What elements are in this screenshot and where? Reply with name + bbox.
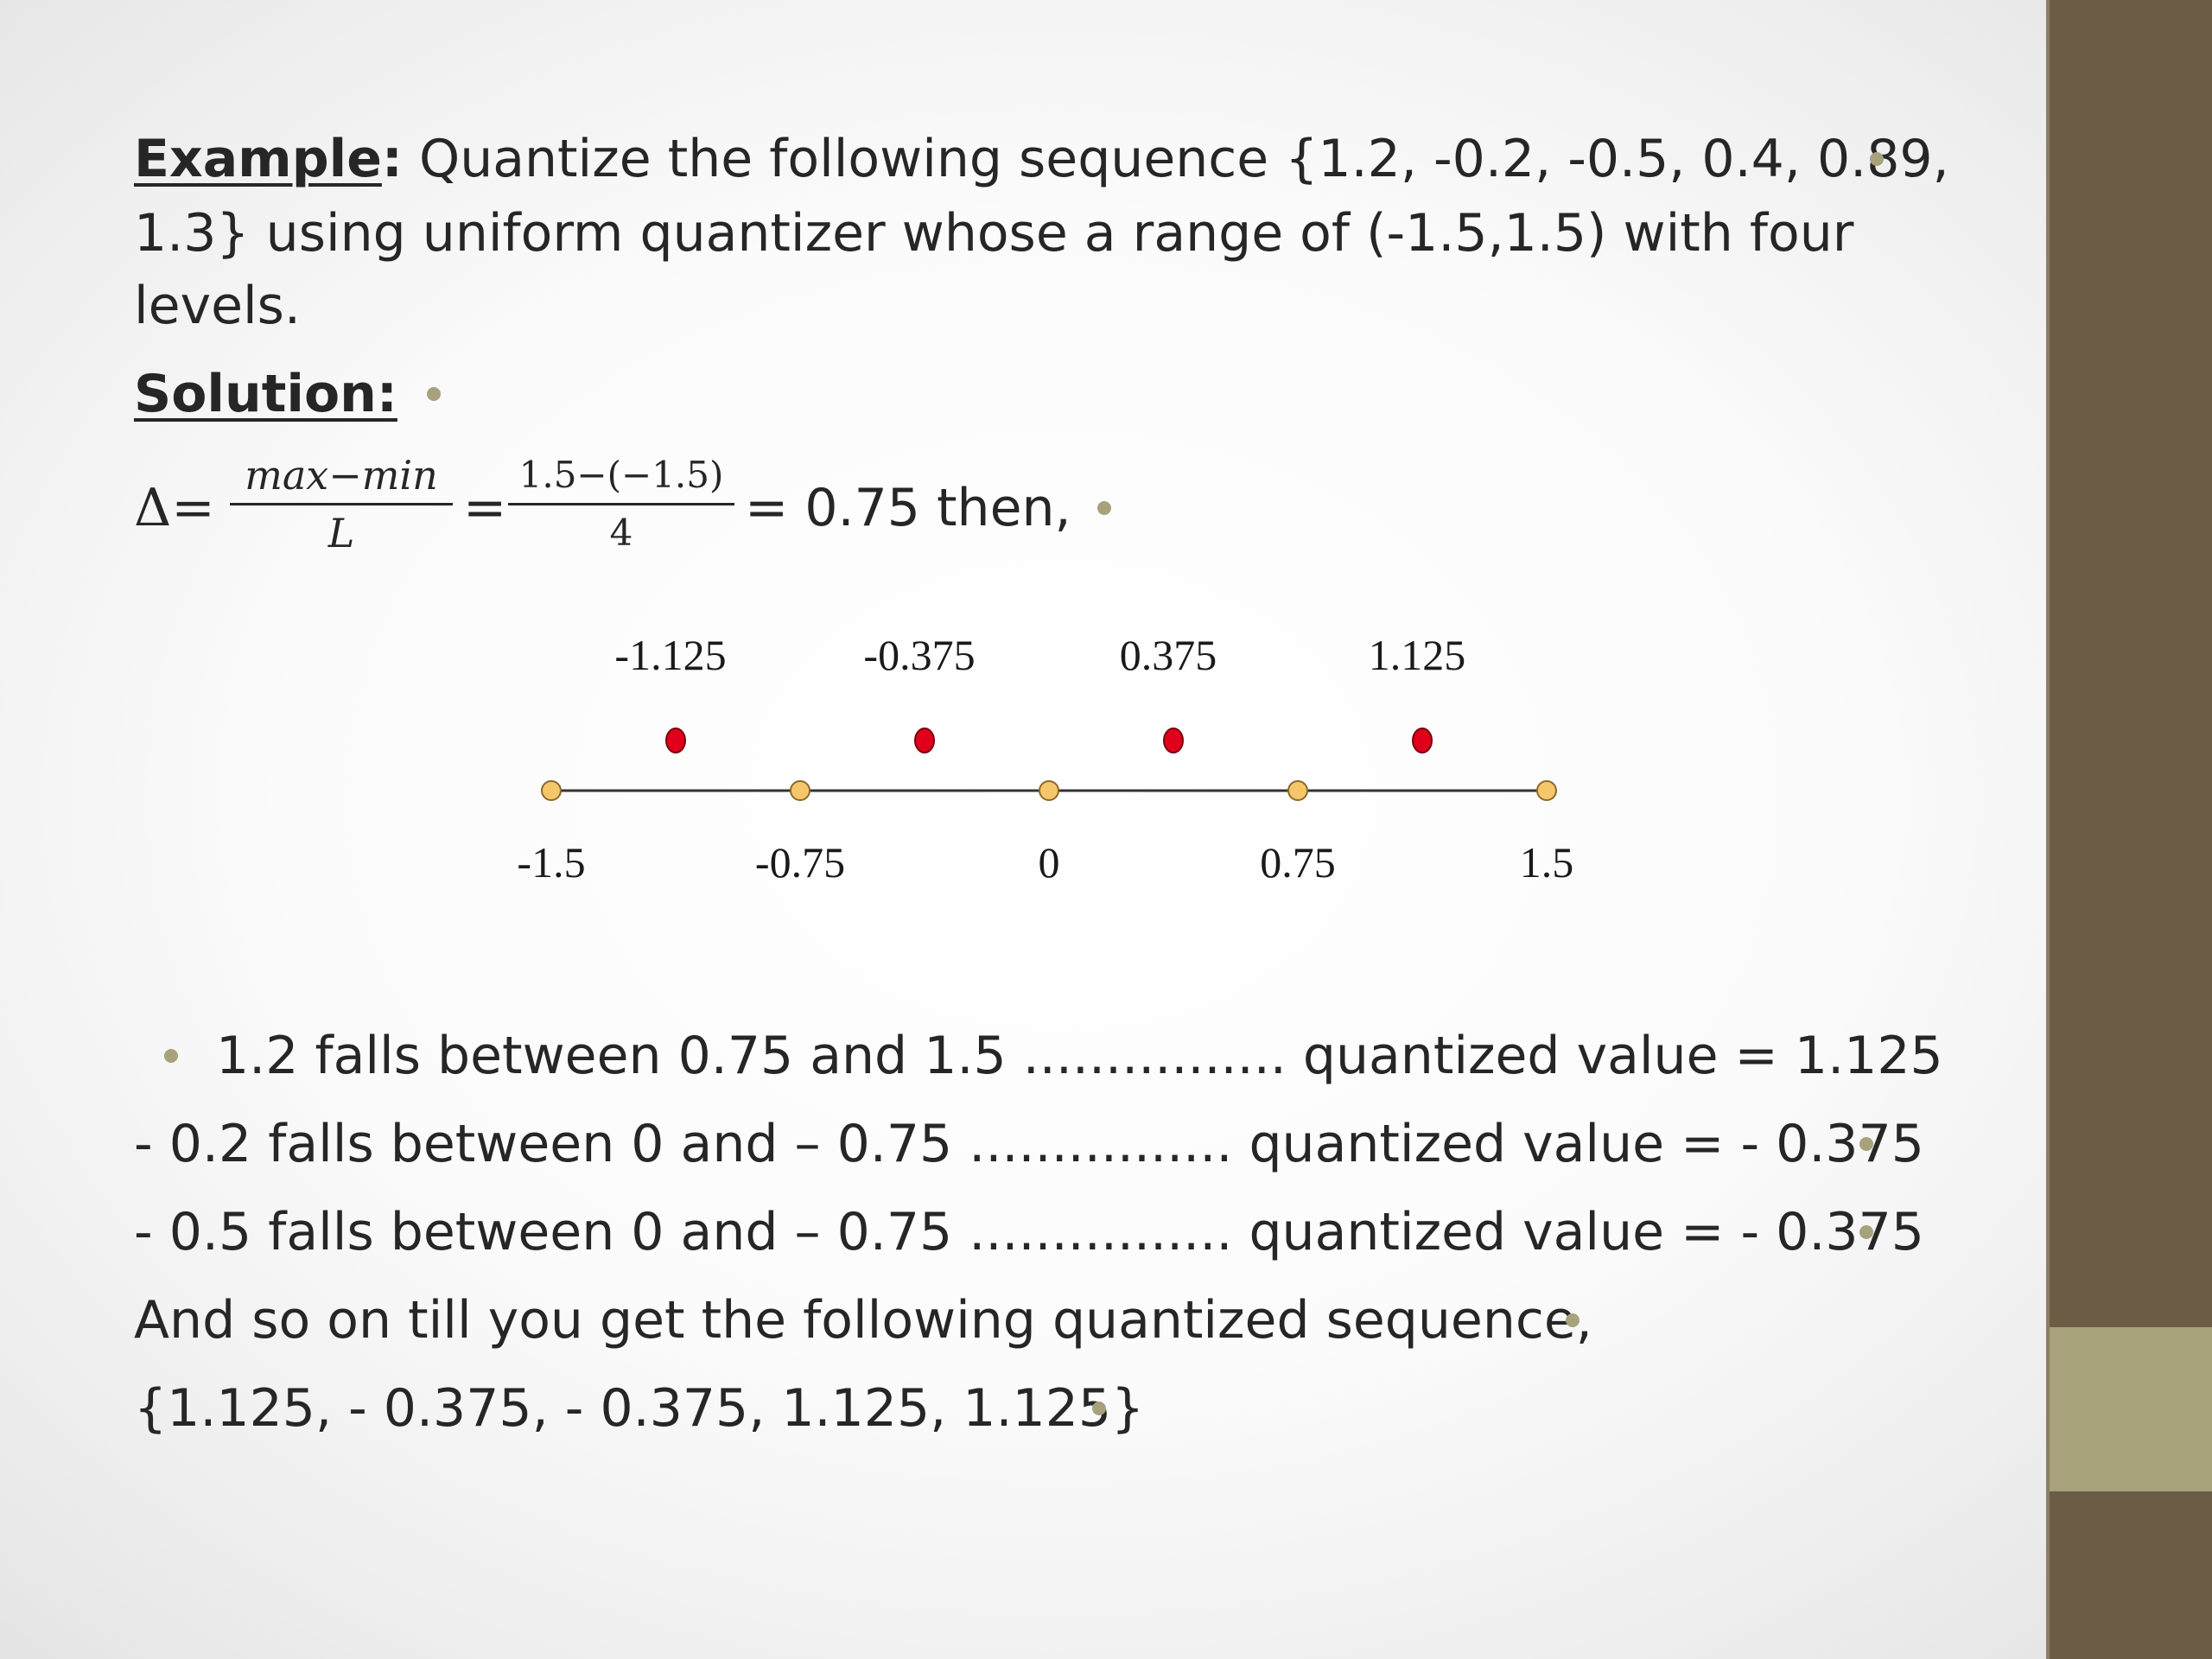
boundary-point [790, 780, 810, 801]
reconstruction-level-point [665, 728, 686, 753]
boundary-point [541, 780, 562, 801]
example-label: Example [134, 129, 382, 189]
boundary-point [1039, 780, 1059, 801]
formula-delta: Δ= [134, 478, 215, 538]
result-line-4: And so on till you get the following qua… [134, 1290, 1592, 1351]
boundary-label: 0 [1039, 838, 1060, 887]
reconstruction-level-label: 0.375 [1120, 631, 1217, 679]
result-line-5: {1.125, - 0.375, - 0.375, 1.125, 1.125} [134, 1378, 1145, 1439]
quantizer-number-line: -1.5 -0.75 0 0.75 1.5 -1.125 -0.375 0.375 1.125 [517, 631, 1574, 887]
result-line-1: 1.2 falls between 0.75 and 1.5 .........… [216, 1026, 1943, 1086]
fraction-2-denominator: 4 [609, 512, 633, 554]
reconstruction-level-label: -1.125 [614, 631, 726, 679]
bullet-dot [1870, 152, 1884, 166]
boundary-label: -0.75 [755, 838, 845, 887]
example-colon: : [381, 129, 403, 189]
bullet-dot [1859, 1225, 1873, 1239]
boundary-point [1287, 780, 1308, 801]
example-line-1: Example: Quantize the following sequence… [134, 123, 1949, 195]
fraction-1-numerator: max−min [245, 452, 438, 499]
reconstruction-level-label: -0.375 [863, 631, 975, 679]
example-line-3: levels. [134, 276, 302, 336]
result-line-3: - 0.5 falls between 0 and – 0.75 .......… [134, 1202, 1924, 1262]
formula-equals: = [463, 478, 507, 538]
bullet-dot [1097, 501, 1111, 515]
boundary-point [1536, 780, 1557, 801]
side-decor-divider [2046, 0, 2050, 1659]
formula-fraction-1: max−min L [230, 451, 453, 557]
bullet-dot [1859, 1137, 1873, 1151]
example-text-1: Quantize the following sequence {1.2, -0… [402, 129, 1949, 189]
fraction-2-numerator: 1.5−(−1.5) [518, 454, 724, 496]
side-decor-accent [2050, 1327, 2212, 1491]
formula-result: = 0.75 then, [745, 478, 1071, 538]
boundary-label: -1.5 [517, 838, 585, 887]
fraction-1-denominator: L [327, 510, 355, 556]
bullet-dot [1092, 1402, 1106, 1415]
boundary-label: 1.5 [1520, 838, 1574, 887]
boundary-label: 0.75 [1260, 838, 1336, 887]
bullet-dot [427, 387, 441, 401]
reconstruction-level-point [914, 728, 935, 753]
reconstruction-level-point [1163, 728, 1184, 753]
bullet-dot [164, 1049, 178, 1063]
solution-label: Solution: [134, 364, 397, 424]
result-line-2: - 0.2 falls between 0 and – 0.75 .......… [134, 1114, 1924, 1174]
reconstruction-level-label: 1.125 [1369, 631, 1466, 679]
formula-fraction-2: 1.5−(−1.5) 4 [508, 451, 734, 557]
fraction-1-bar [230, 503, 453, 505]
example-line-2: 1.3} using uniform quantizer whose a ran… [134, 203, 1854, 264]
reconstruction-level-point [1412, 728, 1433, 753]
fraction-2-bar [508, 503, 734, 505]
bullet-dot [1566, 1313, 1580, 1327]
